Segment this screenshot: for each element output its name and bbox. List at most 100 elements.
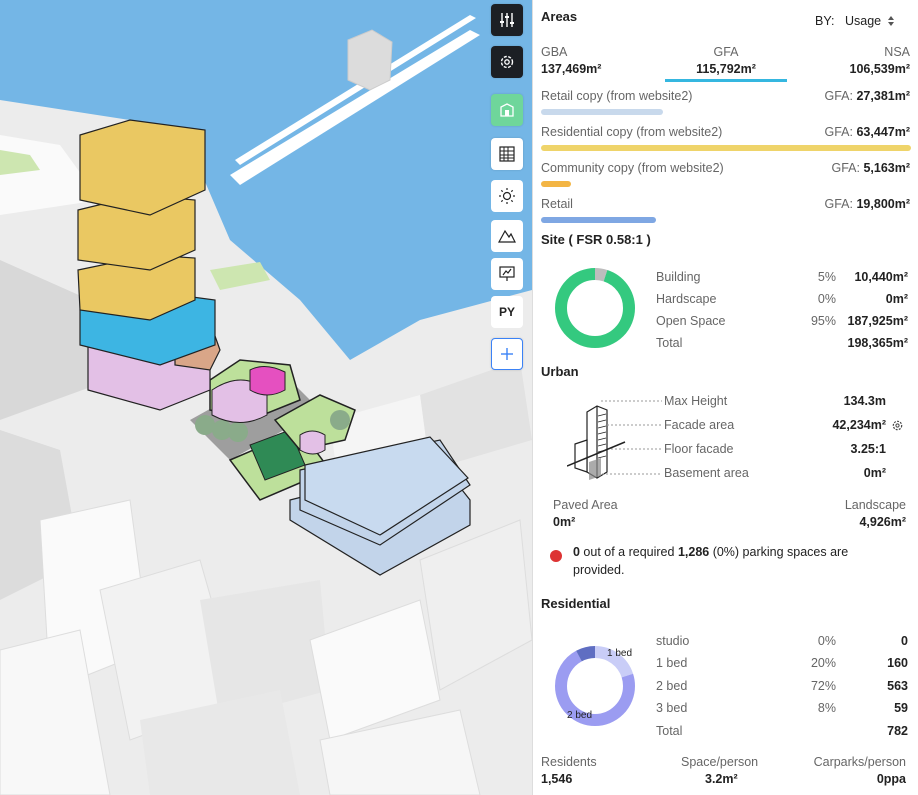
- usage-gfa-label: GFA:: [824, 125, 853, 139]
- urban-row-value: 0m²: [863, 466, 886, 480]
- row-label: 2 bed: [656, 678, 688, 693]
- parking-text-2: (0%) parking spaces are: [709, 545, 849, 559]
- carparks-per-person-label: Carparks/person: [813, 755, 906, 769]
- donut-label: 1 bed: [607, 648, 632, 659]
- row-percent: 20%: [810, 656, 836, 671]
- row-percent: 72%: [810, 678, 836, 693]
- paved-area-label: Paved Area: [553, 498, 618, 512]
- urban-row-value: 3.25:1: [850, 442, 886, 456]
- usage-name: Residential copy (from website2): [541, 125, 723, 139]
- usage-gfa-value: 27,381m²: [856, 89, 910, 103]
- row-percent: 0%: [817, 292, 836, 306]
- map-3d-viewport[interactable]: PY: [0, 0, 532, 795]
- sun-icon[interactable]: [491, 180, 523, 212]
- usage-gfa: GFA: 5,163m²: [831, 161, 910, 175]
- row-percent: 0%: [817, 634, 836, 648]
- row-value: 0m²: [885, 292, 908, 306]
- presentation-icon[interactable]: [491, 258, 523, 290]
- row-value: 563: [887, 678, 908, 693]
- donut-label: 2 bed: [567, 710, 592, 721]
- usage-gfa-value: 5,163m²: [863, 161, 910, 175]
- landscape-value: 4,926m²: [859, 515, 906, 529]
- plus-icon[interactable]: [491, 338, 523, 370]
- python-label: PY: [498, 305, 515, 319]
- paved-area-value: 0m²: [553, 515, 576, 529]
- building-metrics-diagram: [567, 400, 662, 480]
- row-label: studio: [656, 634, 690, 648]
- by-select[interactable]: Usage: [845, 14, 895, 28]
- parking-required: 1,286: [677, 545, 710, 559]
- space-per-person-label: Space/person: [681, 755, 759, 769]
- nsa-value: 106,539m²: [849, 62, 910, 76]
- row-label: Total: [656, 723, 683, 738]
- parking-count: 0: [573, 545, 580, 559]
- row-label: Building: [656, 270, 701, 284]
- gba-value: 137,469m²: [541, 62, 602, 76]
- landscape-label: Landscape: [844, 498, 906, 512]
- usage-gfa: GFA: 63,447m²: [825, 125, 910, 139]
- row-percent: 8%: [817, 701, 836, 716]
- sliders-icon[interactable]: [491, 4, 523, 36]
- donut-segment: [555, 646, 635, 726]
- usage-bar: [541, 181, 571, 187]
- gfa-tab[interactable]: GFA: [665, 45, 787, 59]
- urban-row-label: Max Height: [664, 394, 728, 408]
- row-value: 160: [887, 656, 908, 671]
- parking-text-3: provided.: [573, 563, 625, 577]
- parking-message: 0 out of a required 1,286 (0%) parking s…: [573, 543, 848, 579]
- urban-row-value: 42,234m²: [832, 418, 886, 432]
- usage-gfa-label: GFA:: [824, 197, 853, 211]
- urban-row-label: Facade area: [664, 418, 735, 432]
- facade-settings-icon[interactable]: [891, 419, 904, 432]
- space-per-person-value: 3.2m²: [705, 772, 738, 786]
- row-value: 10,440m²: [854, 270, 908, 284]
- site-donut-chart: [555, 268, 635, 348]
- row-value: 0: [901, 634, 908, 648]
- areas-title: Areas: [541, 9, 578, 24]
- usage-gfa-label: GFA:: [831, 161, 860, 175]
- urban-row-label: Basement area: [664, 466, 749, 480]
- usage-name: Retail: [541, 197, 573, 211]
- by-label: BY:: [815, 14, 835, 28]
- by-select-value: Usage: [845, 14, 882, 28]
- parking-text-1: out of a required: [579, 545, 678, 559]
- python-button[interactable]: PY: [491, 296, 523, 328]
- terrain-icon[interactable]: [491, 220, 523, 252]
- usage-bar: [541, 217, 656, 223]
- site-title: Site ( FSR 0.58:1 ): [541, 232, 651, 247]
- row-value: 187,925m²: [847, 314, 908, 328]
- residents-label: Residents: [541, 755, 597, 769]
- gba-label: GBA: [541, 45, 568, 59]
- row-label: Open Space: [656, 314, 726, 328]
- row-value: 59: [894, 701, 908, 716]
- row-label: Total: [656, 336, 683, 350]
- usage-gfa-label: GFA:: [824, 89, 853, 103]
- urban-title: Urban: [541, 364, 579, 379]
- row-label: Hardscape: [656, 292, 717, 306]
- donut-segment: [555, 268, 635, 348]
- nsa-label: NSA: [884, 45, 910, 59]
- abacus-icon[interactable]: [491, 138, 523, 170]
- usage-bar: [541, 109, 664, 115]
- usage-gfa-value: 19,800m²: [856, 197, 910, 211]
- row-value: 198,365m²: [847, 336, 908, 350]
- usage-gfa: GFA: 19,800m²: [825, 197, 910, 211]
- gfa-value: 115,792m²: [696, 62, 756, 76]
- donut-segment: [555, 646, 635, 726]
- usage-name: Community copy (from website2): [541, 161, 724, 175]
- urban-row-label: Floor facade: [664, 442, 734, 456]
- usage-name: Retail copy (from website2): [541, 89, 693, 103]
- sort-icon: [888, 16, 895, 26]
- residential-donut-chart: 1 bed 2 bed: [555, 646, 635, 726]
- residential-title: Residential: [541, 596, 611, 611]
- carparks-per-person-value: 0ppa: [876, 772, 906, 786]
- building-icon[interactable]: [491, 94, 523, 126]
- urban-row-value: 134.3m: [843, 394, 886, 408]
- residents-value: 1,546: [541, 772, 573, 786]
- parking-warning-dot: [550, 550, 562, 562]
- settings-icon[interactable]: [491, 46, 523, 78]
- row-label: 3 bed: [656, 701, 688, 716]
- city-3d-scene[interactable]: [0, 0, 532, 795]
- row-percent: 5%: [817, 270, 836, 284]
- row-percent: 95%: [810, 314, 836, 328]
